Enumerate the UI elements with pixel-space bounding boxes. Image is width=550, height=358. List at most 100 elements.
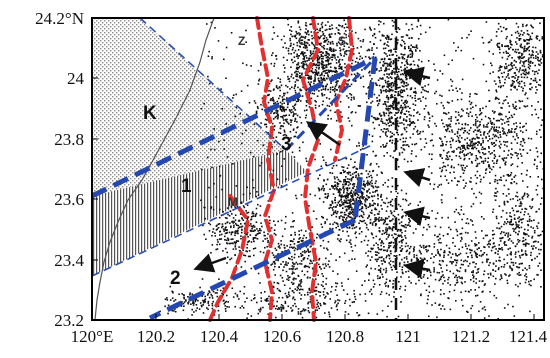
seismicity-point	[320, 35, 322, 37]
seismicity-point	[346, 43, 349, 45]
seismicity-point	[295, 79, 298, 81]
seismicity-point	[322, 65, 324, 67]
seismicity-point	[432, 290, 435, 293]
seismicity-point	[350, 198, 352, 201]
seismicity-point	[491, 152, 493, 154]
seismicity-point	[327, 118, 329, 120]
seismicity-point	[374, 220, 377, 222]
seismicity-point	[296, 41, 298, 44]
seismicity-point	[408, 221, 410, 224]
seismicity-point	[398, 265, 401, 267]
seismicity-point	[241, 225, 244, 228]
seismicity-point	[330, 48, 333, 50]
seismicity-point	[435, 217, 437, 220]
seismicity-point	[514, 227, 517, 230]
seismicity-point	[516, 243, 518, 245]
seismicity-point	[308, 289, 311, 291]
seismicity-point	[200, 304, 203, 307]
seismicity-point	[319, 44, 322, 46]
seismicity-point	[518, 220, 520, 223]
seismicity-point	[526, 29, 529, 32]
seismicity-point	[378, 30, 381, 33]
seismicity-point	[341, 203, 344, 205]
seismicity-point	[512, 305, 514, 308]
seismicity-point	[275, 259, 277, 261]
seismicity-point	[410, 50, 412, 52]
seismicity-point	[383, 52, 386, 54]
seismicity-point	[259, 228, 261, 230]
seismicity-point	[486, 126, 489, 128]
seismicity-point	[302, 52, 305, 55]
seismicity-point	[242, 62, 244, 65]
seismicity-point	[271, 79, 273, 81]
seismicity-point	[371, 209, 373, 212]
seismicity-point	[519, 282, 521, 285]
seismicity-point	[353, 73, 356, 76]
seismicity-point	[472, 144, 474, 146]
seismicity-point	[538, 248, 540, 251]
seismicity-point	[363, 196, 365, 198]
seismicity-point	[408, 74, 410, 77]
seismicity-point	[483, 131, 486, 133]
seismicity-point	[403, 149, 406, 151]
seismicity-point	[206, 259, 208, 262]
seismicity-point	[327, 75, 330, 78]
seismicity-point	[498, 259, 500, 262]
seismicity-point	[521, 80, 523, 83]
seismicity-point	[419, 50, 421, 52]
seismicity-point	[247, 313, 249, 315]
seismicity-point	[366, 264, 368, 266]
seismicity-point	[292, 263, 295, 265]
seismicity-point	[406, 66, 408, 69]
seismicity-point	[164, 298, 167, 300]
seismicity-point	[232, 204, 235, 206]
seismicity-point	[378, 220, 380, 222]
seismicity-point	[383, 114, 386, 117]
seismicity-point	[388, 125, 390, 127]
seismicity-point	[526, 72, 529, 75]
seismicity-point	[322, 58, 324, 60]
seismicity-point	[239, 213, 242, 215]
seismicity-point	[529, 35, 532, 38]
seismicity-point	[366, 184, 369, 186]
seismicity-point	[335, 119, 338, 122]
seismicity-point	[282, 64, 285, 66]
seismicity-point	[238, 219, 241, 222]
seismicity-point	[446, 101, 449, 104]
seismicity-point	[541, 178, 543, 181]
seismicity-point	[518, 39, 521, 41]
seismicity-point	[385, 112, 388, 115]
seismicity-point	[345, 181, 348, 183]
seismicity-point	[513, 59, 516, 62]
seismicity-point	[378, 113, 381, 116]
seismicity-point	[361, 191, 364, 194]
seismicity-point	[527, 47, 529, 49]
seismicity-point	[335, 84, 338, 86]
zone-1-hatch	[92, 150, 307, 276]
seismicity-point	[234, 245, 237, 247]
seismicity-point	[392, 283, 394, 285]
seismicity-point	[443, 112, 445, 114]
seismicity-point	[321, 63, 323, 66]
seismicity-point	[408, 280, 411, 282]
seismicity-point	[498, 42, 501, 45]
seismicity-point	[408, 49, 411, 52]
seismicity-point	[303, 40, 306, 43]
seismicity-point	[516, 266, 518, 268]
seismicity-point	[508, 105, 511, 107]
seismicity-point	[498, 77, 500, 79]
seismicity-point	[511, 128, 513, 130]
seismicity-point	[288, 52, 290, 55]
seismicity-point	[427, 91, 429, 93]
seismicity-point	[534, 257, 536, 260]
seismicity-point	[397, 68, 400, 71]
seismicity-point	[451, 140, 454, 142]
seismicity-point	[396, 195, 398, 198]
seismicity-point	[493, 117, 495, 120]
seismicity-point	[402, 238, 404, 241]
seismicity-point	[456, 98, 459, 101]
seismicity-point	[373, 202, 375, 205]
seismicity-point	[441, 201, 443, 204]
seismicity-point	[474, 289, 476, 291]
seismicity-point	[302, 36, 305, 38]
